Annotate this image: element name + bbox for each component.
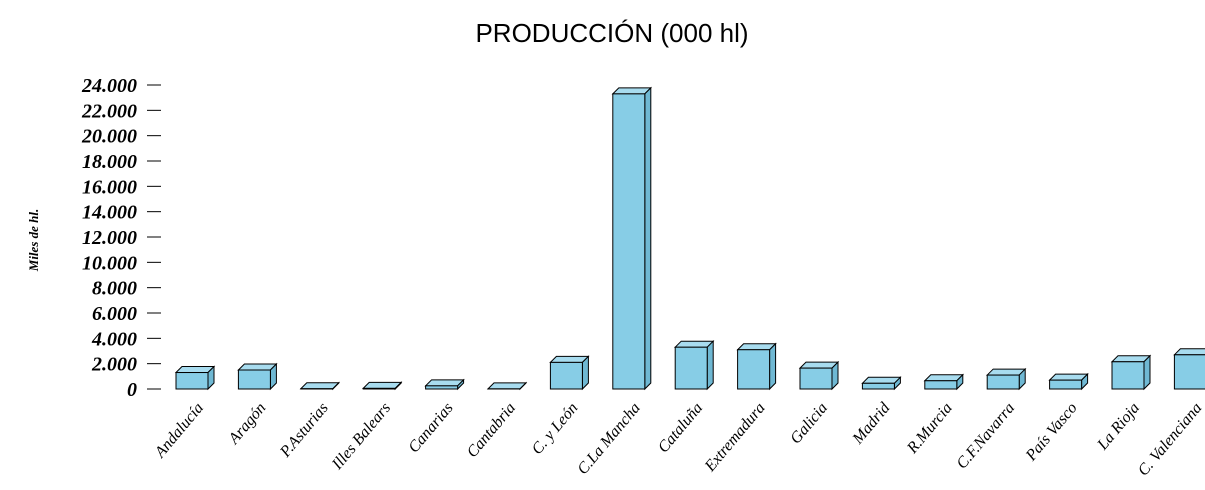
bar-front [1049, 379, 1083, 390]
y-tick-label: 14.000 [82, 202, 137, 224]
x-tick-label: La Rioja [1094, 400, 1143, 454]
x-tick-label: C. y León [529, 400, 582, 458]
bar-front [549, 361, 583, 390]
bar-side [644, 86, 652, 391]
bar-side [769, 342, 777, 391]
x-tick-label: C.La Mancha [574, 400, 644, 478]
y-tick-label: 10.000 [82, 252, 137, 274]
x-tick-label: Canarias [405, 400, 456, 457]
x-tick-label: P.Asturias [276, 400, 331, 462]
y-tick-label: 12.000 [82, 227, 137, 249]
bar [611, 86, 653, 391]
y-axis: 0 2.000 4.000 6.000 8.000 10.000 12.000 14.000 1… [81, 75, 161, 401]
y-tick-label: 16.000 [82, 176, 137, 198]
bar-side [706, 339, 714, 391]
bar-front [799, 367, 833, 390]
bar-front [362, 387, 396, 390]
bar-front [237, 369, 271, 390]
bar [237, 362, 278, 391]
bar [549, 355, 590, 391]
bar [798, 360, 840, 391]
bar [923, 373, 965, 391]
y-tick-label: 22.000 [81, 100, 137, 122]
x-tick-label: C.F.Navarra [953, 400, 1018, 473]
y-tick-label: 18.000 [82, 151, 137, 173]
y-tick-label: 2.000 [91, 354, 137, 376]
bar-side [1143, 354, 1151, 391]
bar [736, 342, 777, 391]
y-tick-label: 24.000 [81, 75, 137, 97]
bar-top [1173, 348, 1205, 356]
y-axis-label: Miles de hl. [26, 209, 41, 272]
x-tick-label: Aragón [225, 400, 270, 448]
y-tick-label: 20.000 [81, 126, 137, 148]
y-tick-label: 0 [127, 379, 137, 401]
bar [1173, 348, 1205, 390]
y-tick-label: 4.000 [91, 328, 137, 350]
x-tick-label: C. Valenciana [1135, 400, 1205, 480]
y-tick-label: 8.000 [92, 278, 137, 300]
x-tick-label: Illes Balears [328, 400, 394, 474]
bar [1110, 354, 1152, 391]
x-tick-label: Andalucía [151, 400, 207, 462]
x-tick-label: Galicia [787, 400, 831, 448]
bar-front [1173, 354, 1205, 390]
x-tick-label: Extremadura [701, 400, 769, 476]
bar [424, 378, 465, 391]
bar-side [581, 355, 589, 391]
chart-title: PRODUCCIÓN (000 hl) [475, 18, 748, 48]
bar [361, 381, 403, 391]
bar-front [986, 374, 1020, 390]
x-tick-label: Madrid [849, 399, 894, 448]
x-tick-label: Cataluña [655, 400, 706, 457]
bar-front [612, 93, 646, 390]
bar [861, 376, 902, 391]
bar-front [175, 372, 209, 390]
bars [174, 86, 1205, 391]
bar-front [924, 380, 958, 390]
bar [174, 365, 216, 391]
bar-front [425, 385, 459, 390]
bar [673, 339, 715, 391]
x-tick-label: Cantabria [464, 400, 519, 461]
bar [985, 367, 1027, 391]
y-tick-label: 6.000 [92, 303, 137, 325]
bar-front [1111, 361, 1145, 390]
bar-front [861, 382, 895, 390]
bar-front [737, 349, 771, 390]
x-tick-label: R.Murcia [903, 400, 955, 458]
bar [1048, 372, 1089, 391]
bar [486, 381, 528, 391]
bar-front [674, 346, 708, 390]
x-tick-label: País Vasco [1022, 400, 1081, 465]
bar [299, 381, 341, 391]
